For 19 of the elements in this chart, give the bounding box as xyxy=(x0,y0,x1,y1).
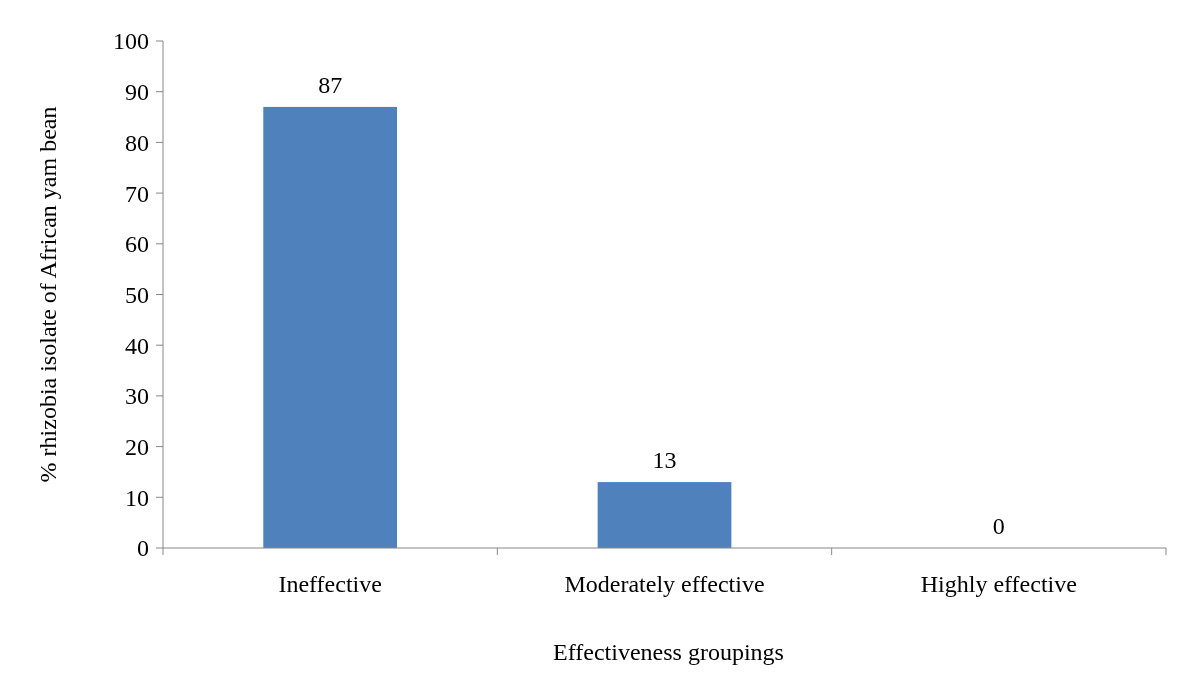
y-tick-label: 90 xyxy=(125,79,149,106)
data-label: 0 xyxy=(992,513,1005,539)
y-tick-label: 0 xyxy=(137,535,149,562)
y-tick-label: 30 xyxy=(125,383,149,410)
data-label: 87 xyxy=(318,71,343,98)
y-tick-label: 40 xyxy=(125,332,149,359)
y-tick-label: 20 xyxy=(125,434,149,460)
x-tick-label: Highly effective xyxy=(920,571,1077,597)
y-tick-label: 10 xyxy=(125,484,149,511)
y-axis-title: % rhizobia isolate of African yam bean xyxy=(35,106,61,483)
x-tick-label: Moderately effective xyxy=(564,571,765,597)
y-tick-label: 80 xyxy=(125,129,149,156)
y-tick-label: 60 xyxy=(125,231,149,258)
y-tick-label: 70 xyxy=(125,180,149,207)
data-label: 13 xyxy=(652,447,677,474)
y-tick-label: 100 xyxy=(113,28,149,55)
x-tick-label: Ineffective xyxy=(278,571,382,597)
y-tick-label: 50 xyxy=(125,281,149,308)
x-axis-title: Effectiveness groupings xyxy=(553,639,784,665)
